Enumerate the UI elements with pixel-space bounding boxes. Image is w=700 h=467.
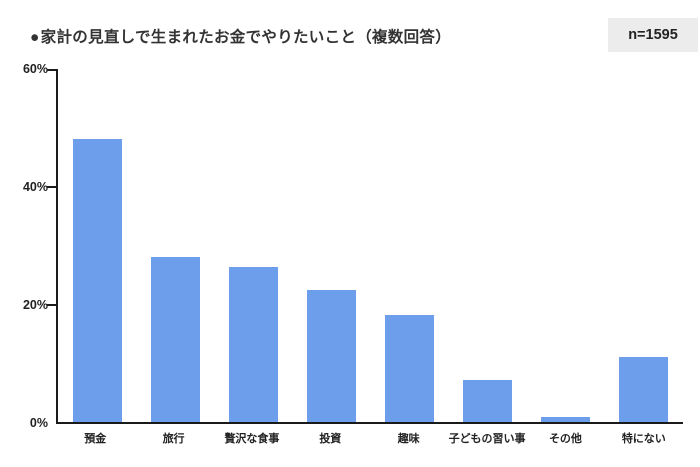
bullet-icon: ● — [30, 29, 40, 46]
bars-container — [58, 70, 683, 422]
bar-column — [136, 70, 214, 422]
bar-column — [371, 70, 449, 422]
x-category-label: 預金 — [84, 433, 107, 445]
chart-title: ●家計の見直しで生まれたお金でやりたいこと（複数回答） — [30, 25, 451, 47]
x-category-label: 贅沢な食事 — [224, 433, 280, 445]
y-tick-mark — [47, 303, 58, 306]
plot-area — [47, 69, 683, 424]
x-category-label: 特にない — [621, 433, 666, 445]
bar-column — [449, 70, 527, 422]
x-category-label: 趣味 — [397, 433, 420, 445]
y-tick-mark — [47, 186, 58, 189]
bar-その他 — [541, 417, 591, 422]
bar-旅行 — [150, 257, 200, 422]
bar-子どもの習い事 — [463, 380, 513, 422]
x-category-label: 子どもの習い事 — [448, 433, 526, 445]
x-axis-labels: 預金 旅行 贅沢な食事 投資 趣味 子どもの習い事 その他 特にない — [56, 430, 683, 446]
bar-column — [214, 70, 292, 422]
chart-title-text: 家計の見直しで生まれたお金でやりたいこと（複数回答） — [40, 29, 452, 46]
y-tick-mark — [47, 69, 58, 71]
bar-預金 — [72, 139, 122, 422]
x-category-label: 旅行 — [162, 433, 185, 445]
bar-贅沢な食事 — [228, 266, 278, 422]
y-tick-label: 60% — [22, 62, 48, 76]
bar-特にない — [619, 357, 669, 422]
bar-column — [527, 70, 605, 422]
bar-趣味 — [385, 314, 435, 422]
bar-投資 — [306, 290, 356, 422]
bar-column — [58, 70, 136, 422]
y-tick-label: 40% — [22, 180, 48, 194]
y-tick-label: 0% — [29, 416, 48, 430]
sample-size-badge: n=1595 — [608, 18, 698, 52]
bar-column — [605, 70, 683, 422]
y-tick-label: 20% — [22, 298, 48, 312]
bar-column — [292, 70, 370, 422]
x-category-label: 投資 — [319, 433, 342, 445]
x-category-label: その他 — [548, 433, 582, 445]
